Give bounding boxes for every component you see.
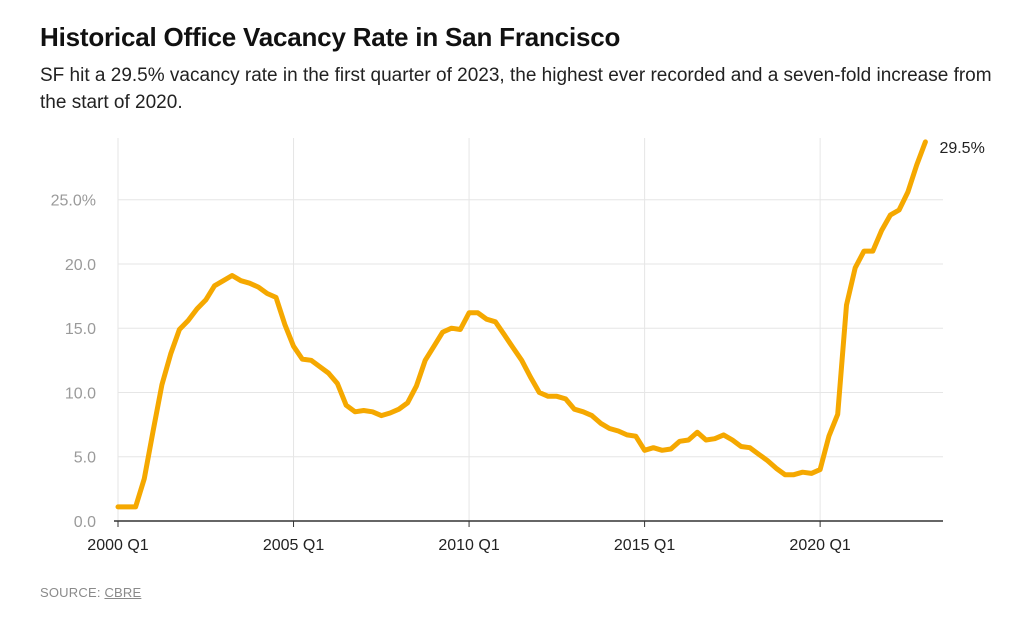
series-layer [115,139,928,510]
line-chart: 0.0 5.0 10.0 15.0 20.0 25.0% 2000 Q1 2005 Q1 201… [51,138,985,554]
x-tick-label: 2005 Q1 [263,537,324,554]
source-label: SOURCE: [40,585,101,600]
y-tick-label: 10.0 [65,385,96,402]
tick-labels: 0.0 5.0 10.0 15.0 20.0 25.0% 2000 Q1 2005 Q1 201… [51,140,985,554]
y-tick-label: 25.0% [51,193,96,210]
axes [114,520,943,527]
grid [117,138,943,521]
vacancy-rate-line [115,139,928,510]
y-tick-label: 5.0 [74,450,96,467]
chart-subtitle: SF hit a 29.5% vacancy rate in the first… [40,65,992,113]
source-link[interactable]: CBRE [104,585,142,600]
chart-title: Historical Office Vacancy Rate in San Fr… [40,22,621,52]
end-value-label: 29.5% [939,140,984,157]
y-tick-label: 0.0 [74,514,96,531]
x-tick-label: 2010 Q1 [438,537,499,554]
y-tick-label: 15.0 [65,321,96,338]
source-note: SOURCE: CBRE [40,585,141,600]
x-tick-label: 2020 Q1 [789,537,850,554]
y-tick-label: 20.0 [65,257,96,274]
x-tick-label: 2000 Q1 [87,537,148,554]
x-tick-label: 2015 Q1 [614,537,675,554]
